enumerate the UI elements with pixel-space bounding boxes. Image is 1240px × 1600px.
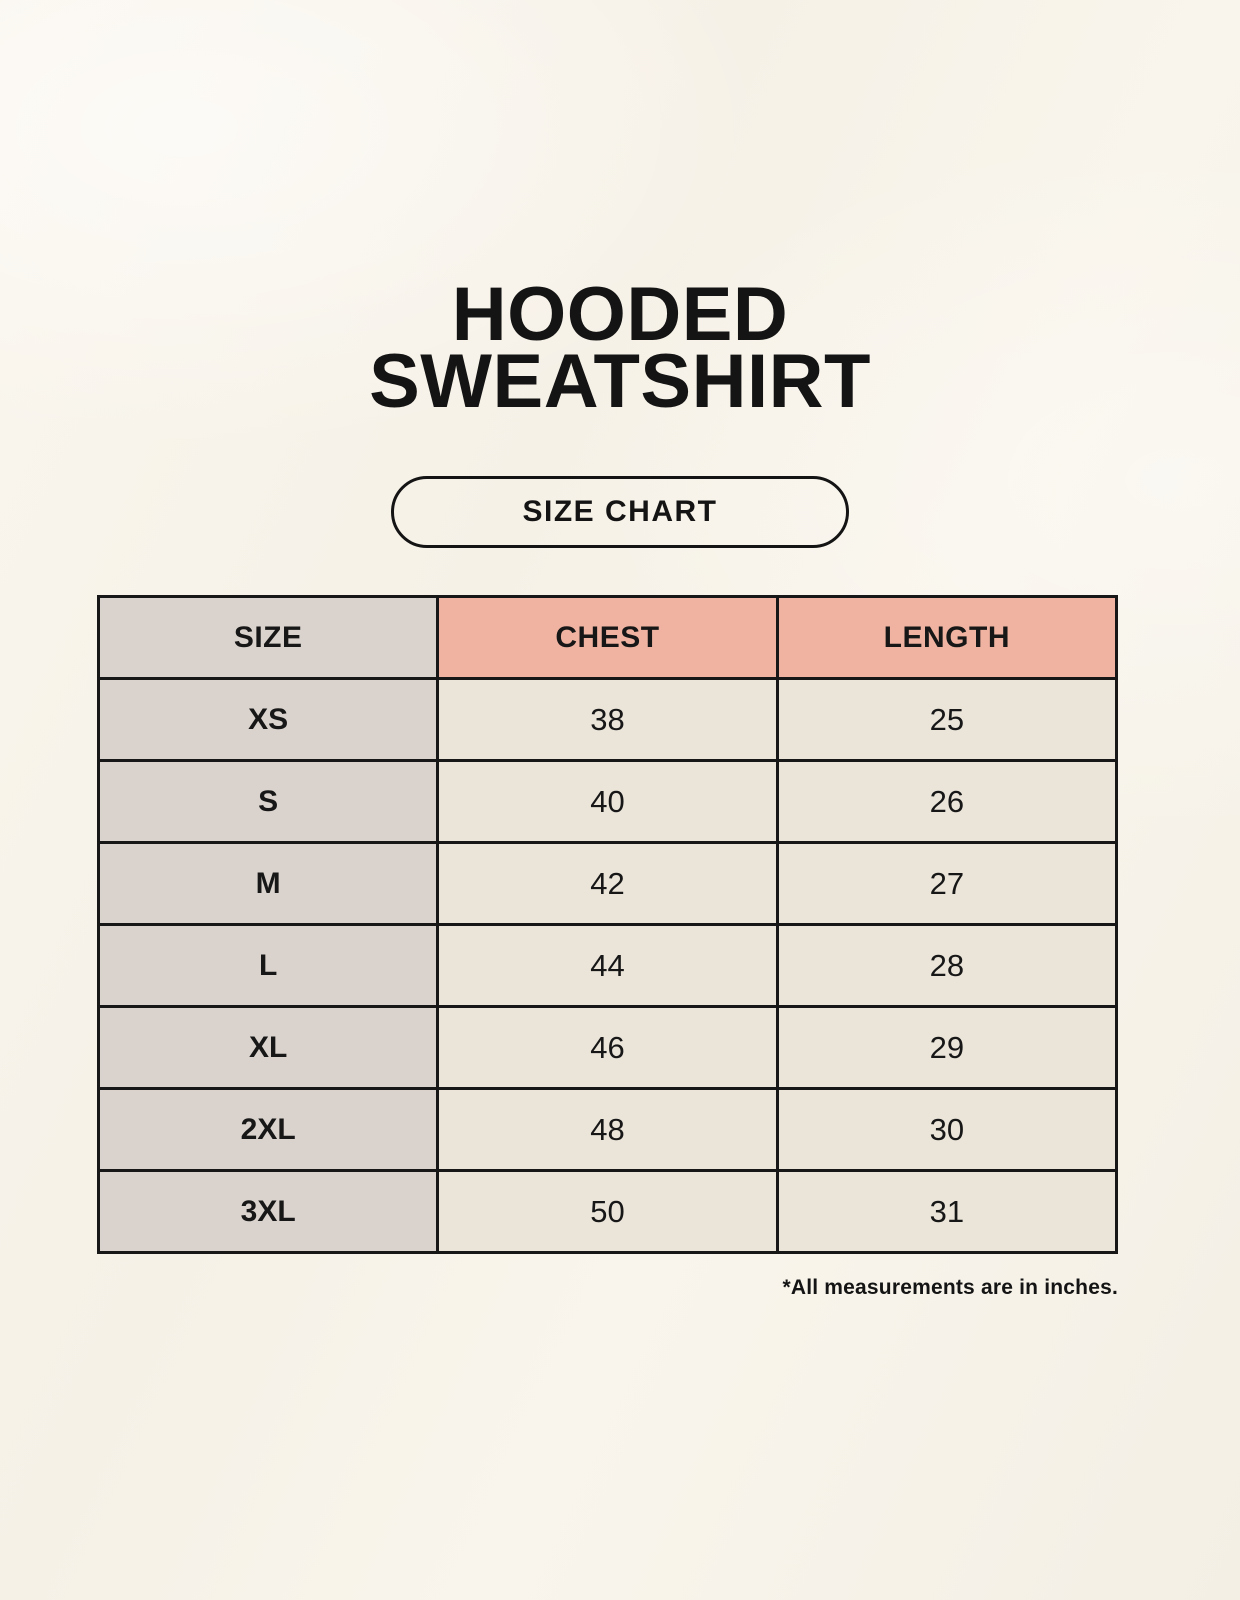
length-value: 29 [775, 1005, 1119, 1090]
chest-value: 50 [436, 1169, 779, 1254]
header-row: SIZE CHEST LENGTH [96, 595, 1119, 680]
table-row: S 40 26 [96, 759, 1119, 844]
size-label: 2XL [96, 1087, 440, 1172]
size-chart-table-body: XS 38 25 S 40 26 M 42 27 L 44 28 XL 46 2… [96, 677, 1119, 1254]
chest-value: 42 [436, 841, 779, 926]
page-title: HOODED SWEATSHIRT [0, 272, 1240, 424]
size-label: 3XL [96, 1169, 440, 1254]
size-label: XS [96, 677, 440, 762]
length-value: 26 [775, 759, 1119, 844]
column-header-chest: CHEST [436, 595, 779, 680]
length-value: 31 [775, 1169, 1119, 1254]
column-header-length: LENGTH [775, 595, 1119, 680]
size-chart-table-header: SIZE CHEST LENGTH [96, 595, 1119, 680]
page-title-line2: SWEATSHIRT [369, 338, 871, 424]
size-chart-table: SIZE CHEST LENGTH XS 38 25 S 40 26 M 42 … [96, 595, 1119, 1254]
length-value: 30 [775, 1087, 1119, 1172]
size-label: S [96, 759, 440, 844]
size-label: XL [96, 1005, 440, 1090]
measurements-footnote: *All measurements are in inches. [782, 1276, 1118, 1299]
chest-value: 38 [436, 677, 779, 762]
page-title-line1: HOODED [451, 272, 789, 357]
chest-value: 46 [436, 1005, 779, 1090]
table-row: L 44 28 [96, 923, 1119, 1008]
size-chart-badge-label: SIZE CHART [522, 495, 718, 528]
table-row: XS 38 25 [96, 677, 1119, 762]
length-value: 27 [775, 841, 1119, 926]
table-row: 3XL 50 31 [96, 1169, 1119, 1254]
chest-value: 40 [436, 759, 779, 844]
size-label: M [96, 841, 440, 926]
table-row: 2XL 48 30 [96, 1087, 1119, 1172]
chest-value: 44 [436, 923, 779, 1008]
size-chart-badge[interactable]: SIZE CHART [391, 476, 849, 548]
column-header-size: SIZE [96, 595, 440, 680]
length-value: 25 [775, 677, 1119, 762]
size-label: L [96, 923, 440, 1008]
chest-value: 48 [436, 1087, 779, 1172]
length-value: 28 [775, 923, 1119, 1008]
table-row: XL 46 29 [96, 1005, 1119, 1090]
table-row: M 42 27 [96, 841, 1119, 926]
